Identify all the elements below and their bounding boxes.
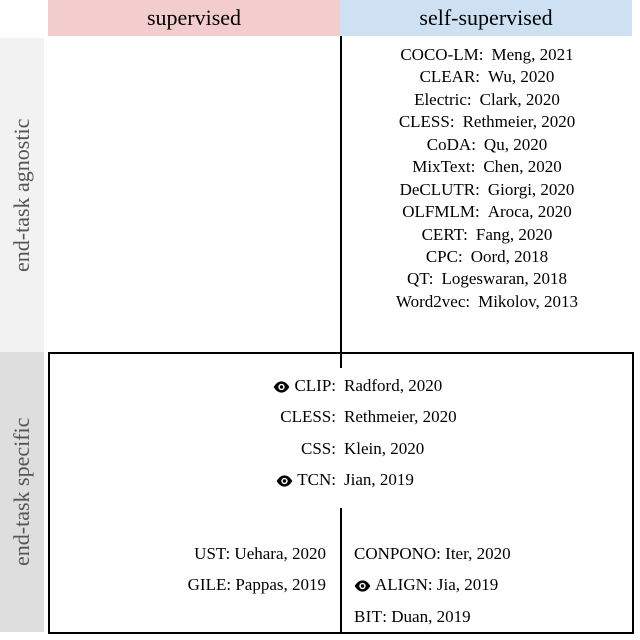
entry-label: OLFMLM: [402, 201, 483, 223]
entry-cite: Clark, 2020 [476, 89, 560, 111]
entry-label: Electric: [414, 89, 476, 111]
eye-icon [354, 580, 371, 592]
entry-label: DeCLUTR: [400, 179, 484, 201]
row-header-specific: end-task specific [0, 352, 44, 632]
entry: UST: Uehara, 2020 [48, 538, 326, 569]
entry-cite: Logeswaran, 2018 [437, 268, 567, 290]
entry-label: COCO-LM: [400, 44, 487, 66]
entry: Electric:Clark, 2020 [414, 89, 560, 111]
entry-label: CoDA: [427, 134, 480, 156]
cell-self-supervised-specific: CONPONO: Iter, 2020ALIGN: Jia, 2019BIT: … [354, 538, 626, 632]
entry-spanning: TCN:Jian, 2019 [48, 464, 632, 495]
entry: ALIGN: Jia, 2019 [354, 569, 626, 600]
entry-cite: Radford, 2020 [340, 370, 632, 401]
box-border-right [632, 352, 634, 634]
box-divider-upper [340, 352, 342, 368]
entry-cite: Iter, 2020 [445, 544, 510, 563]
entry: BIT: Duan, 2019 [354, 601, 626, 632]
box-divider-lower [340, 508, 342, 632]
col-header-label: supervised [147, 5, 241, 31]
entry-spanning: CSS:Klein, 2020 [48, 433, 632, 464]
entry-cite: Mikolov, 2013 [474, 291, 578, 313]
entry-cite: Oord, 2018 [467, 246, 548, 268]
entry: MixText:Chen, 2020 [412, 156, 561, 178]
cell-supervised-specific: UST: Uehara, 2020GILE: Pappas, 2019 [48, 538, 326, 601]
entry-label: CLESS: [48, 401, 340, 432]
entry-cite: Qu, 2020 [480, 134, 547, 156]
entry-cite: Meng, 2021 [487, 44, 573, 66]
col-header-supervised: supervised [48, 0, 340, 36]
entry: Word2vec:Mikolov, 2013 [396, 291, 578, 313]
row-header-label: end-task agnostic [9, 118, 35, 271]
col-header-label: self-supervised [419, 5, 552, 31]
quadrant-diagram: supervised self-supervised end-task agno… [0, 0, 640, 640]
divider-top-vertical [340, 36, 342, 352]
entry-cite: Pappas, 2019 [235, 575, 326, 594]
entry-cite: Wu, 2020 [484, 66, 554, 88]
entry: CERT:Fang, 2020 [422, 224, 553, 246]
entry-label: CLESS: [399, 111, 459, 133]
row-header-agnostic: end-task agnostic [0, 38, 44, 352]
entry-label: CERT: [422, 224, 472, 246]
entry-label: CONPONO: [354, 544, 445, 563]
entry-cite: Klein, 2020 [340, 433, 632, 464]
entry-cite: Duan, 2019 [391, 607, 470, 626]
entry-cite: Giorgi, 2020 [484, 179, 575, 201]
entry-label: GILE: [188, 575, 236, 594]
entry: OLFMLM:Aroca, 2020 [402, 201, 572, 223]
entry: DeCLUTR:Giorgi, 2020 [400, 179, 575, 201]
entry-label: TCN: [48, 464, 340, 495]
cell-self-supervised-agnostic: COCO-LM:Meng, 2021CLEAR:Wu, 2020Electric… [346, 44, 628, 313]
entry-label: CLEAR: [420, 66, 484, 88]
entry: CLEAR:Wu, 2020 [420, 66, 555, 88]
entry-label: CSS: [48, 433, 340, 464]
entry: QT:Logeswaran, 2018 [407, 268, 567, 290]
entry-cite: Uehara, 2020 [234, 544, 326, 563]
entry: GILE: Pappas, 2019 [48, 569, 326, 600]
col-header-self-supervised: self-supervised [340, 0, 632, 36]
cell-spanning-specific: CLIP:Radford, 2020CLESS:Rethmeier, 2020C… [48, 370, 632, 496]
entry-cite: Rethmeier, 2020 [459, 111, 576, 133]
entry-label: MixText: [412, 156, 479, 178]
entry-label: QT: [407, 268, 438, 290]
eye-icon [273, 381, 290, 393]
entry-spanning: CLIP:Radford, 2020 [48, 370, 632, 401]
entry-cite: Jia, 2019 [437, 575, 498, 594]
entry-label: CPC: [426, 246, 467, 268]
entry-cite: Aroca, 2020 [484, 201, 572, 223]
entry: CoDA:Qu, 2020 [427, 134, 547, 156]
eye-icon [276, 475, 293, 487]
entry-spanning: CLESS:Rethmeier, 2020 [48, 401, 632, 432]
entry: CONPONO: Iter, 2020 [354, 538, 626, 569]
entry-label: CLIP: [48, 370, 340, 401]
entry-cite: Fang, 2020 [472, 224, 553, 246]
entry-cite: Jian, 2019 [340, 464, 632, 495]
entry: CPC:Oord, 2018 [426, 246, 548, 268]
entry-cite: Rethmeier, 2020 [340, 401, 632, 432]
entry: COCO-LM:Meng, 2021 [400, 44, 573, 66]
entry-label: UST: [194, 544, 234, 563]
entry-label: BIT: [354, 607, 391, 626]
entry-label: ALIGN: [375, 575, 437, 594]
entry-cite: Chen, 2020 [479, 156, 561, 178]
row-header-label: end-task specific [9, 418, 35, 566]
entry: CLESS:Rethmeier, 2020 [399, 111, 575, 133]
entry-label: Word2vec: [396, 291, 474, 313]
